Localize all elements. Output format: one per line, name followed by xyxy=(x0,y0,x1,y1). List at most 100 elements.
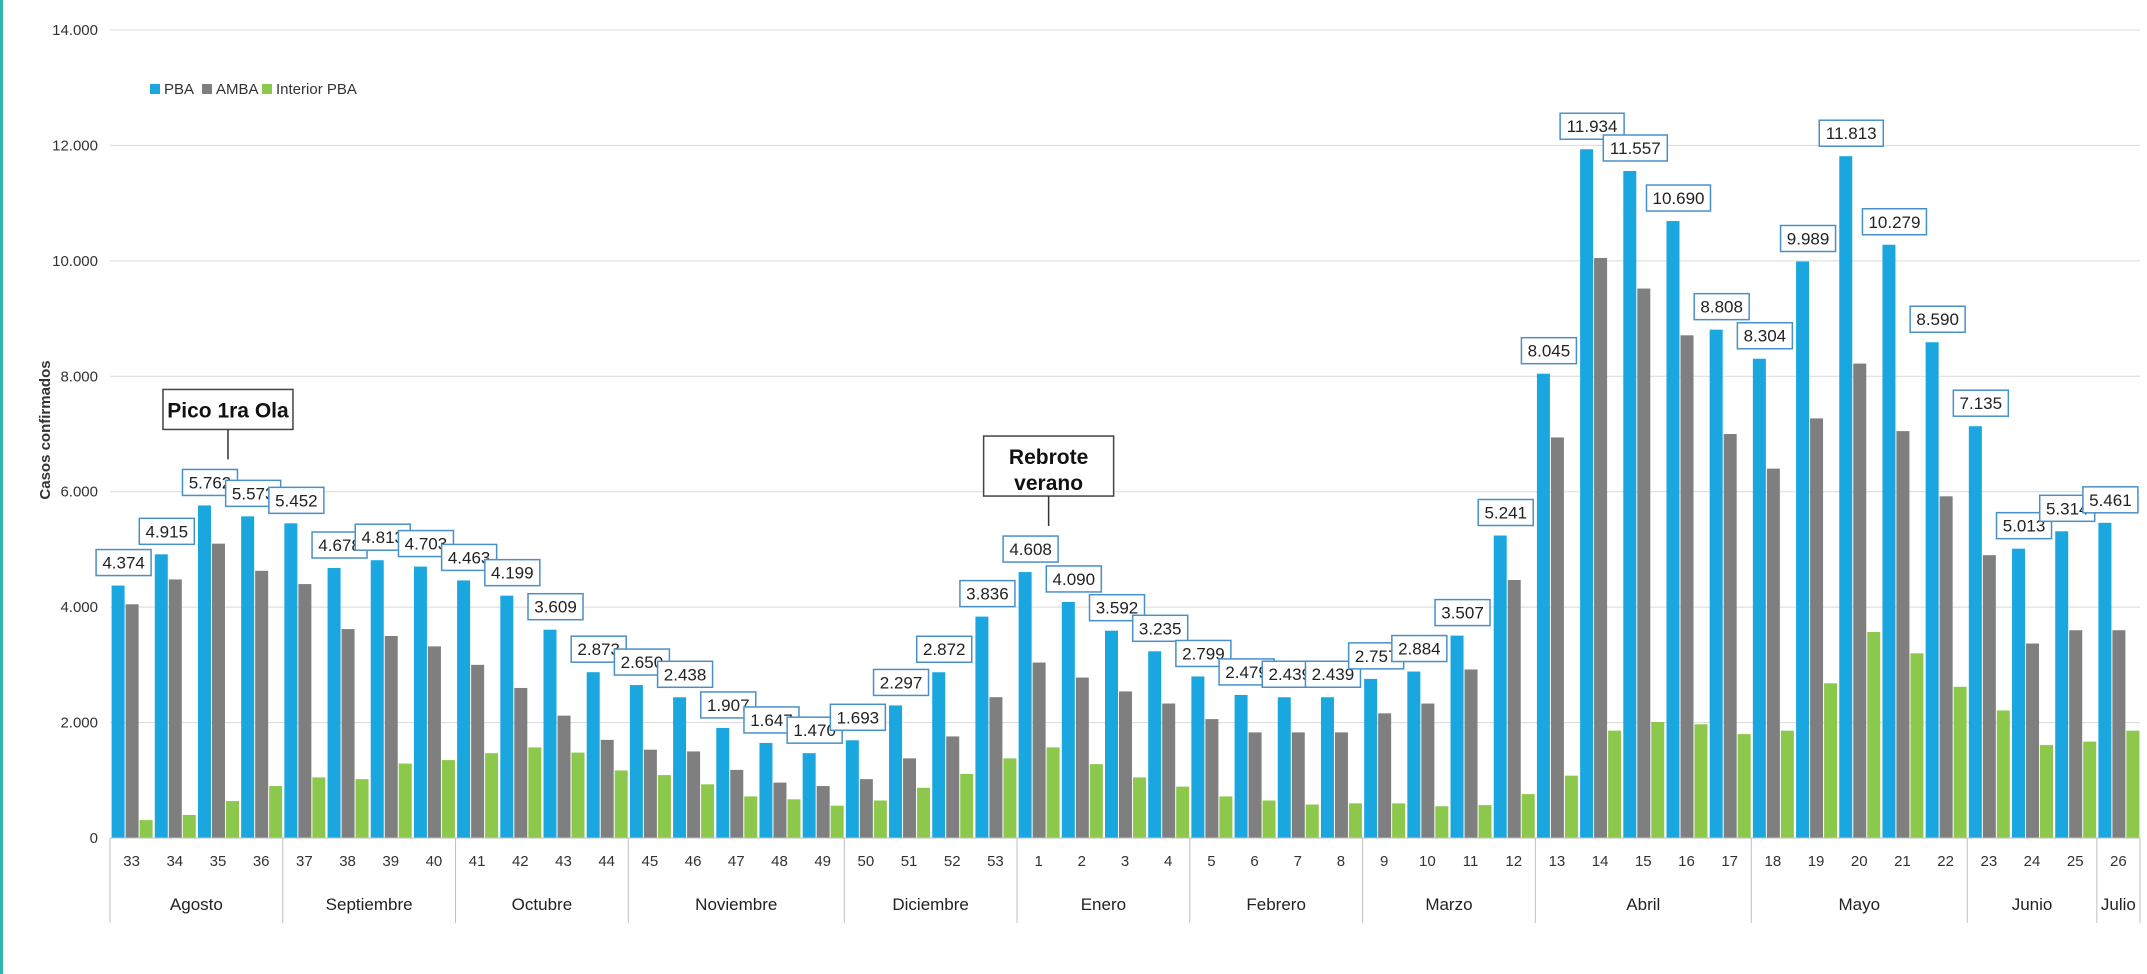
bar-pba xyxy=(1320,697,1334,838)
x-tick-label: 13 xyxy=(1549,853,1566,870)
data-label: 3.609 xyxy=(534,598,577,617)
bars xyxy=(111,149,2140,839)
data-label-box xyxy=(138,517,196,546)
data-label: 1.647 xyxy=(750,711,793,730)
data-label-box xyxy=(1002,535,1059,563)
data-label: 5.573 xyxy=(232,484,275,503)
bar-interior-pba xyxy=(1694,724,1708,838)
bar-amba xyxy=(773,782,787,838)
data-label: 1.907 xyxy=(707,696,750,715)
bar-amba xyxy=(1464,669,1478,838)
bar-amba xyxy=(1205,719,1219,838)
data-label: 4.199 xyxy=(491,564,534,583)
bar-amba xyxy=(730,769,744,838)
bar-amba xyxy=(1853,363,1867,838)
x-tick-label: 5 xyxy=(1207,853,1215,870)
bar-pba xyxy=(500,595,514,838)
bar-interior-pba xyxy=(1176,786,1190,838)
x-tick-label: 1 xyxy=(1034,853,1042,870)
data-label-box xyxy=(1131,614,1189,643)
bar-amba xyxy=(643,749,657,838)
bar-pba xyxy=(889,705,903,838)
data-label-box xyxy=(1391,634,1448,663)
annotation-text: Rebrote xyxy=(1009,446,1088,469)
bar-amba xyxy=(1680,335,1694,838)
bar-interior-pba xyxy=(1046,747,1060,838)
bar-amba xyxy=(341,629,355,838)
data-label: 4.915 xyxy=(146,522,189,541)
bar-interior-pba xyxy=(269,786,283,838)
data-label-box xyxy=(1477,498,1534,527)
x-tick-label: 42 xyxy=(512,853,529,870)
bar-amba xyxy=(211,543,225,838)
data-label-box xyxy=(1434,598,1491,627)
bar-interior-pba xyxy=(744,796,758,838)
bar-interior-pba xyxy=(1780,730,1794,838)
bar-pba xyxy=(673,697,687,838)
data-label-box xyxy=(2082,486,2139,514)
data-label-box xyxy=(484,558,541,587)
data-label: 2.873 xyxy=(577,640,620,659)
x-tick-label: 14 xyxy=(1592,853,1609,870)
bar-pba xyxy=(284,523,298,838)
bar-interior-pba xyxy=(830,805,844,838)
bar-pba xyxy=(1191,676,1205,838)
bar-interior-pba xyxy=(571,752,585,838)
data-label: 4.463 xyxy=(448,548,491,567)
x-tick-label: 33 xyxy=(123,853,140,870)
data-label-box xyxy=(1736,321,1794,350)
data-label: 10.690 xyxy=(1652,189,1704,208)
bar-interior-pba xyxy=(2126,730,2140,838)
bar-amba xyxy=(1723,434,1737,838)
bar-amba xyxy=(1119,691,1132,838)
data-label: 11.934 xyxy=(1567,117,1618,136)
bar-pba xyxy=(1752,358,1766,838)
data-label-box xyxy=(829,703,887,732)
bar-interior-pba xyxy=(1824,683,1838,838)
data-label: 4.374 xyxy=(102,554,145,573)
bar-pba xyxy=(759,742,773,838)
bar-interior-pba xyxy=(1953,686,1967,838)
y-tick-label: 8.000 xyxy=(60,368,98,385)
x-tick-label: 21 xyxy=(1894,853,1911,870)
x-tick-label: 25 xyxy=(2067,853,2084,870)
y-axis: 0 2.000 4.000 6.000 8.000 10.000 12.000 14.000 xyxy=(52,22,98,847)
annotations: Pico 1ra Ola Rebrote verano xyxy=(162,388,1115,527)
bar-interior-pba xyxy=(528,747,542,838)
bar-interior-pba xyxy=(1651,721,1665,838)
data-label-box xyxy=(1645,184,1712,212)
bar-pba xyxy=(413,566,427,838)
x-tick-label: 17 xyxy=(1721,853,1738,870)
data-label: 8.590 xyxy=(1916,310,1959,329)
bar-pba xyxy=(1925,342,1939,838)
legend-label-pba: PBA xyxy=(164,81,194,98)
data-label-box xyxy=(1045,565,1103,593)
data-label: 5.461 xyxy=(2089,491,2132,510)
bar-pba xyxy=(1018,572,1032,838)
month-label: Diciembre xyxy=(892,895,969,914)
bar-interior-pba xyxy=(1910,653,1924,838)
bar-interior-pba xyxy=(2040,745,2054,838)
bar-pba xyxy=(1061,601,1075,838)
left-accent-line xyxy=(0,0,8,974)
y-tick-label: 12.000 xyxy=(52,137,98,154)
bar-pba xyxy=(629,685,643,838)
bar-amba xyxy=(125,604,139,838)
data-label: 8.808 xyxy=(1700,298,1743,317)
data-label: 2.884 xyxy=(1398,640,1441,659)
x-tick-label: 4 xyxy=(1164,853,1172,870)
bar-pba xyxy=(1666,221,1680,838)
bar-pba xyxy=(932,672,946,838)
month-label: Noviembre xyxy=(695,895,777,914)
bar-interior-pba xyxy=(873,800,887,838)
bar-pba xyxy=(1450,635,1464,838)
annotation-box xyxy=(162,388,294,431)
bar-pba xyxy=(2098,522,2112,838)
bar-pba xyxy=(1536,373,1550,838)
data-label: 1.470 xyxy=(793,721,836,740)
data-label-box xyxy=(1779,224,1837,253)
x-tick-label: 9 xyxy=(1380,853,1388,870)
data-label-box xyxy=(95,548,152,577)
bar-pba xyxy=(586,672,600,838)
bar-interior-pba xyxy=(917,787,931,838)
